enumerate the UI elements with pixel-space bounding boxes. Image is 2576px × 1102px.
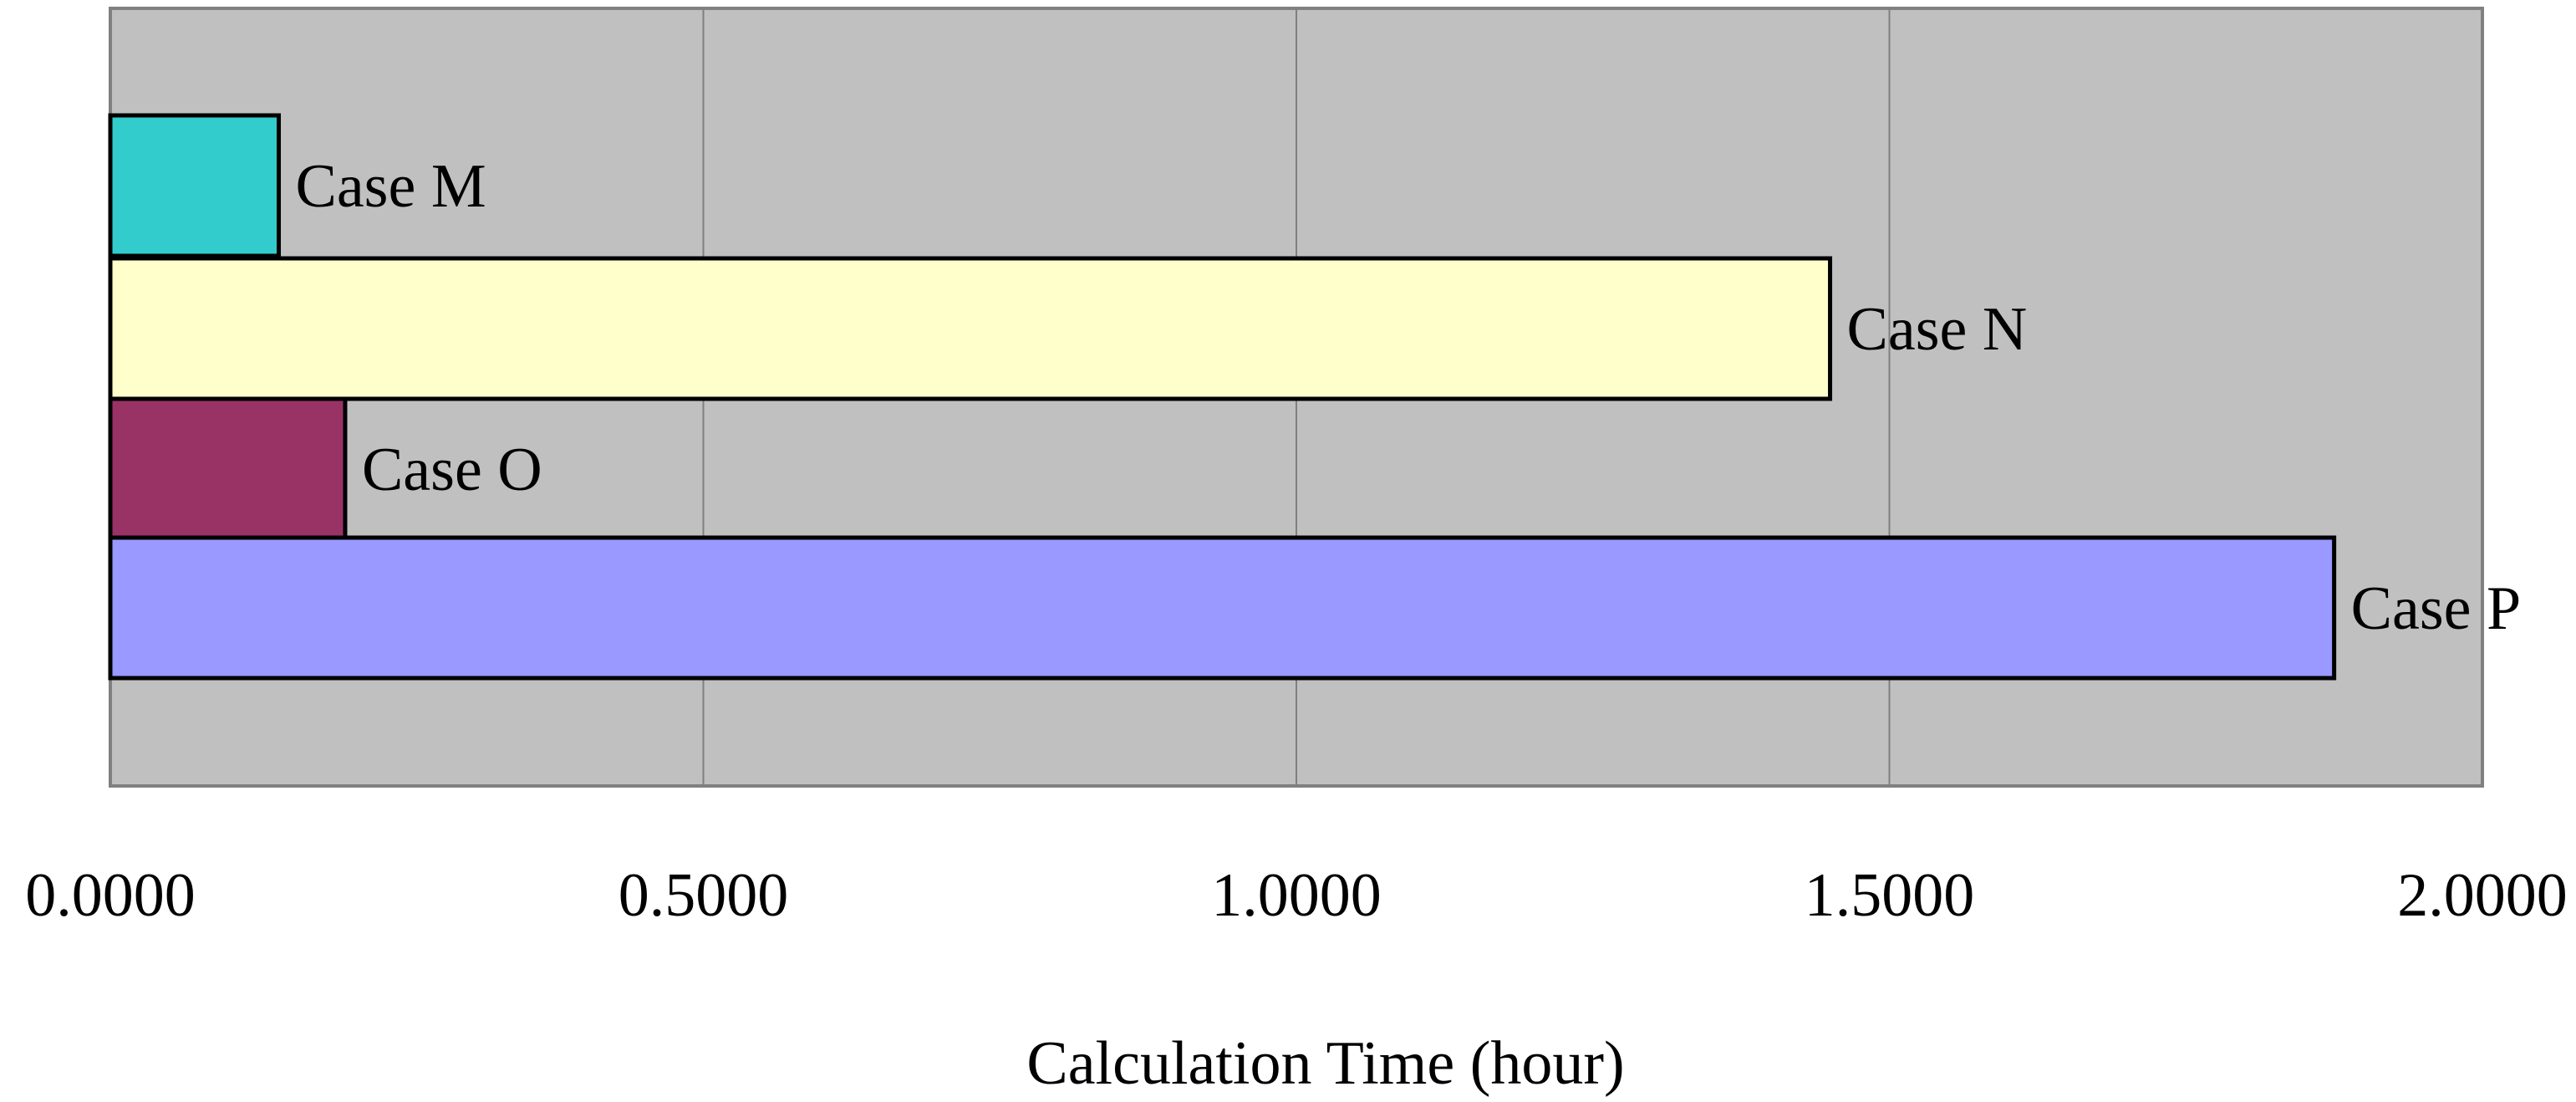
bar-labels: Case M Case N Case O Case P: [295, 152, 2521, 643]
bars: [108, 113, 2337, 681]
x-axis-ticks: 0.0000 0.5000 1.0000 1.5000 2.0000: [25, 861, 2568, 930]
bar-label: Case O: [362, 436, 542, 504]
bar-case-o: [108, 396, 348, 542]
x-tick-label: 1.0000: [1211, 861, 1382, 930]
x-tick-label: 0.0000: [25, 861, 196, 930]
x-tick-label: 1.5000: [1805, 861, 1975, 930]
x-tick-label: 0.5000: [619, 861, 789, 930]
bar-label: Case N: [1847, 295, 2028, 364]
bar-case-m: [108, 113, 281, 258]
bar-case-n: [108, 256, 1833, 401]
bar-case-p: [108, 535, 2337, 681]
x-axis-title: Calculation Time (hour): [1026, 1029, 1624, 1098]
bar-label: Case P: [2351, 574, 2522, 643]
x-tick-label: 2.0000: [2397, 861, 2568, 930]
bar-label: Case M: [295, 152, 486, 221]
